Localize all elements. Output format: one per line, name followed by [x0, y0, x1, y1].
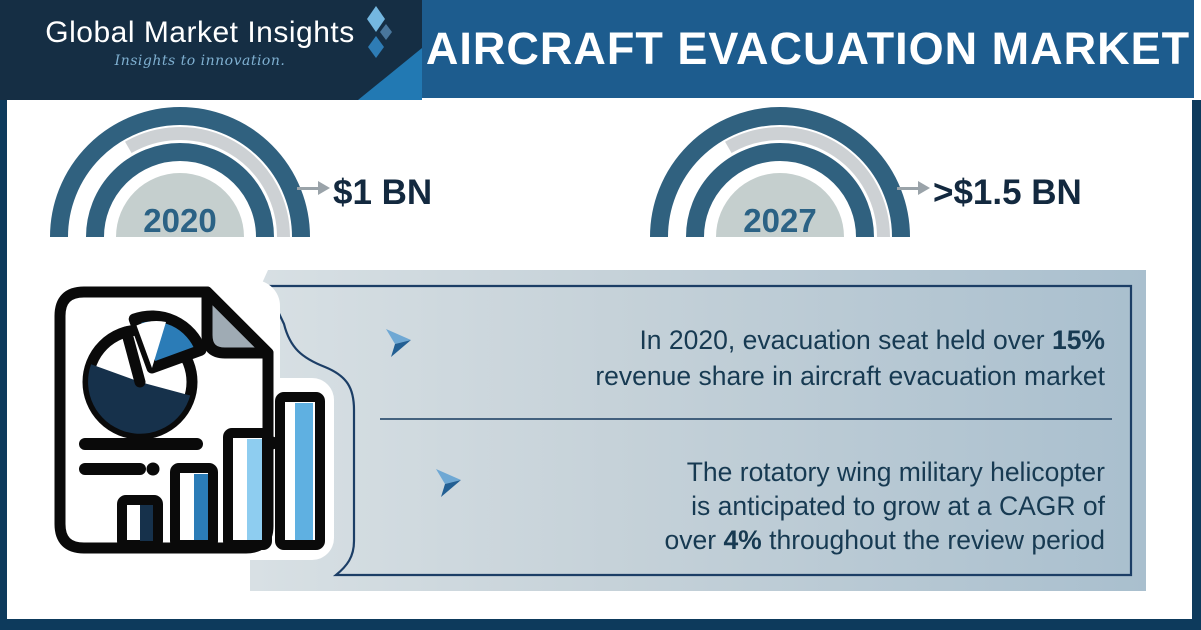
stat-value-2020: $1 BN	[333, 173, 433, 212]
bullet-arrow-icon	[386, 329, 411, 357]
gauge-2027: 2027	[650, 107, 910, 237]
bar-chart-glyph	[117, 392, 325, 550]
folded-corner	[201, 286, 274, 359]
gauge-2020: 2020	[50, 107, 310, 237]
inner-arc	[686, 143, 874, 237]
info-panel	[250, 270, 1146, 591]
logo-box: Global Market Insights Insights to innov…	[0, 0, 422, 100]
gray-arc	[125, 127, 290, 237]
dot-glyph	[146, 462, 160, 476]
right-frame-bar	[1192, 100, 1201, 630]
stat-arrow-icon	[297, 181, 330, 195]
bottom-frame-bar	[0, 619, 1201, 630]
inner-arc	[86, 143, 274, 237]
bullet-arrow-icon	[436, 469, 461, 497]
logo-name: Global Market Insights	[45, 16, 355, 49]
bullet-divider	[380, 418, 1112, 420]
gray-arc	[725, 127, 890, 237]
outer-arc	[650, 107, 910, 237]
logo: Global Market Insights Insights to innov…	[0, 16, 400, 69]
year-label: 2027	[743, 202, 816, 237]
bullet-text-1: In 2020, evacuation seat held over 15% re…	[595, 325, 1105, 391]
report-document-icon	[48, 280, 334, 560]
pie-chart-glyph	[82, 310, 207, 440]
year-label: 2020	[143, 202, 216, 237]
gauge-center	[716, 173, 844, 237]
left-frame-bar	[0, 100, 7, 630]
diamonds-icon	[367, 6, 392, 58]
outer-arc	[50, 107, 310, 237]
page-title: AIRCRAFT EVACUATION MARKET	[425, 23, 1191, 74]
stat-value-2027: >$1.5 BN	[933, 173, 1082, 212]
title-bar: AIRCRAFT EVACUATION MARKET	[422, 0, 1194, 98]
panel-outline	[264, 284, 1133, 577]
gauge-center	[116, 173, 244, 237]
bullet-text-2: The rotatory wing military helicopter is …	[664, 457, 1105, 555]
logo-tagline: Insights to innovation.	[114, 53, 286, 69]
stat-arrow-icon	[897, 181, 930, 195]
